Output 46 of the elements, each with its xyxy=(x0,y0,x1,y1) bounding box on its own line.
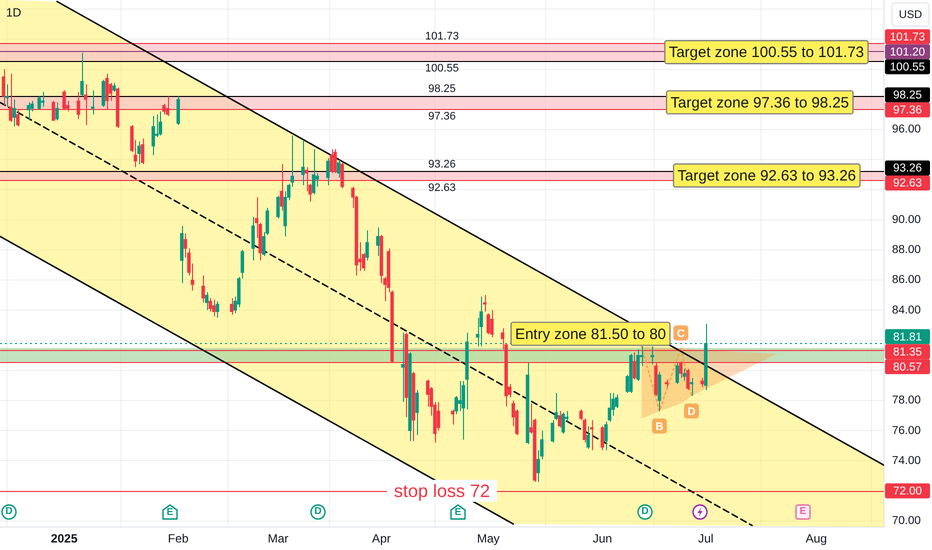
y-tick-label: 90.00 xyxy=(892,214,921,226)
y-tick-label: 78.00 xyxy=(892,394,921,407)
y-axis-title: USD xyxy=(898,9,922,22)
x-tick-label: Apr xyxy=(372,532,391,546)
annotation: C xyxy=(676,328,685,340)
text: 1D xyxy=(6,5,22,20)
ref-line-label: 92.63 xyxy=(893,178,922,190)
ref-line-label: 101.73 xyxy=(890,31,926,44)
y-tick-label: 96.00 xyxy=(892,124,921,136)
annotation: 92.63 xyxy=(428,182,456,194)
y-tick-label: 86.00 xyxy=(892,274,921,286)
annotation: E xyxy=(162,507,178,519)
x-tick-label: Mar xyxy=(268,532,288,546)
ref-line-label: 101.20 xyxy=(890,46,926,58)
annotation: 101.73 xyxy=(425,30,459,43)
annotation: 98.25 xyxy=(428,83,456,96)
y-tick-label: 74.00 xyxy=(892,454,921,467)
y-tick-label: 76.00 xyxy=(892,424,921,437)
band-label: Target zone 100.55 to 101.73 xyxy=(668,44,864,62)
annotation: D xyxy=(688,406,696,418)
y-tick-label: 88.00 xyxy=(892,244,921,256)
ref-line-label: 97.36 xyxy=(893,104,922,116)
ref-line-label: 98.25 xyxy=(893,89,922,102)
x-tick-label: Feb xyxy=(168,532,189,546)
band-label: Target zone 92.63 to 93.26 xyxy=(678,168,856,185)
ref-line-label: 81.81 xyxy=(893,331,922,344)
annotation: B xyxy=(655,421,664,434)
x-tick-label: 2025 xyxy=(50,532,78,546)
x-tick-label: Jul xyxy=(698,532,714,546)
ref-line-label: 80.57 xyxy=(893,361,922,374)
x-tick-label: May xyxy=(477,532,500,546)
ref-line-label: 72.00 xyxy=(893,486,922,498)
ref-line-label: 100.55 xyxy=(890,61,926,74)
y-tick-label: 84.00 xyxy=(892,304,921,316)
band-label: Entry zone 81.50 to 80 xyxy=(515,326,666,343)
annotation: stop loss 72 xyxy=(394,480,490,501)
x-tick-label: Jun xyxy=(592,532,612,546)
y-tick-label: 70.00 xyxy=(892,515,921,528)
annotation: 97.36 xyxy=(428,110,456,123)
annotation: E xyxy=(450,507,466,519)
band-label: Target zone 97.36 to 98.25 xyxy=(670,94,850,112)
annotation: 93.26 xyxy=(428,158,456,170)
ref-line-label: 81.35 xyxy=(893,346,922,358)
x-tick-label: Aug xyxy=(806,532,827,546)
ref-line-label: 93.26 xyxy=(893,162,922,175)
annotation: 100.55 xyxy=(425,62,459,75)
